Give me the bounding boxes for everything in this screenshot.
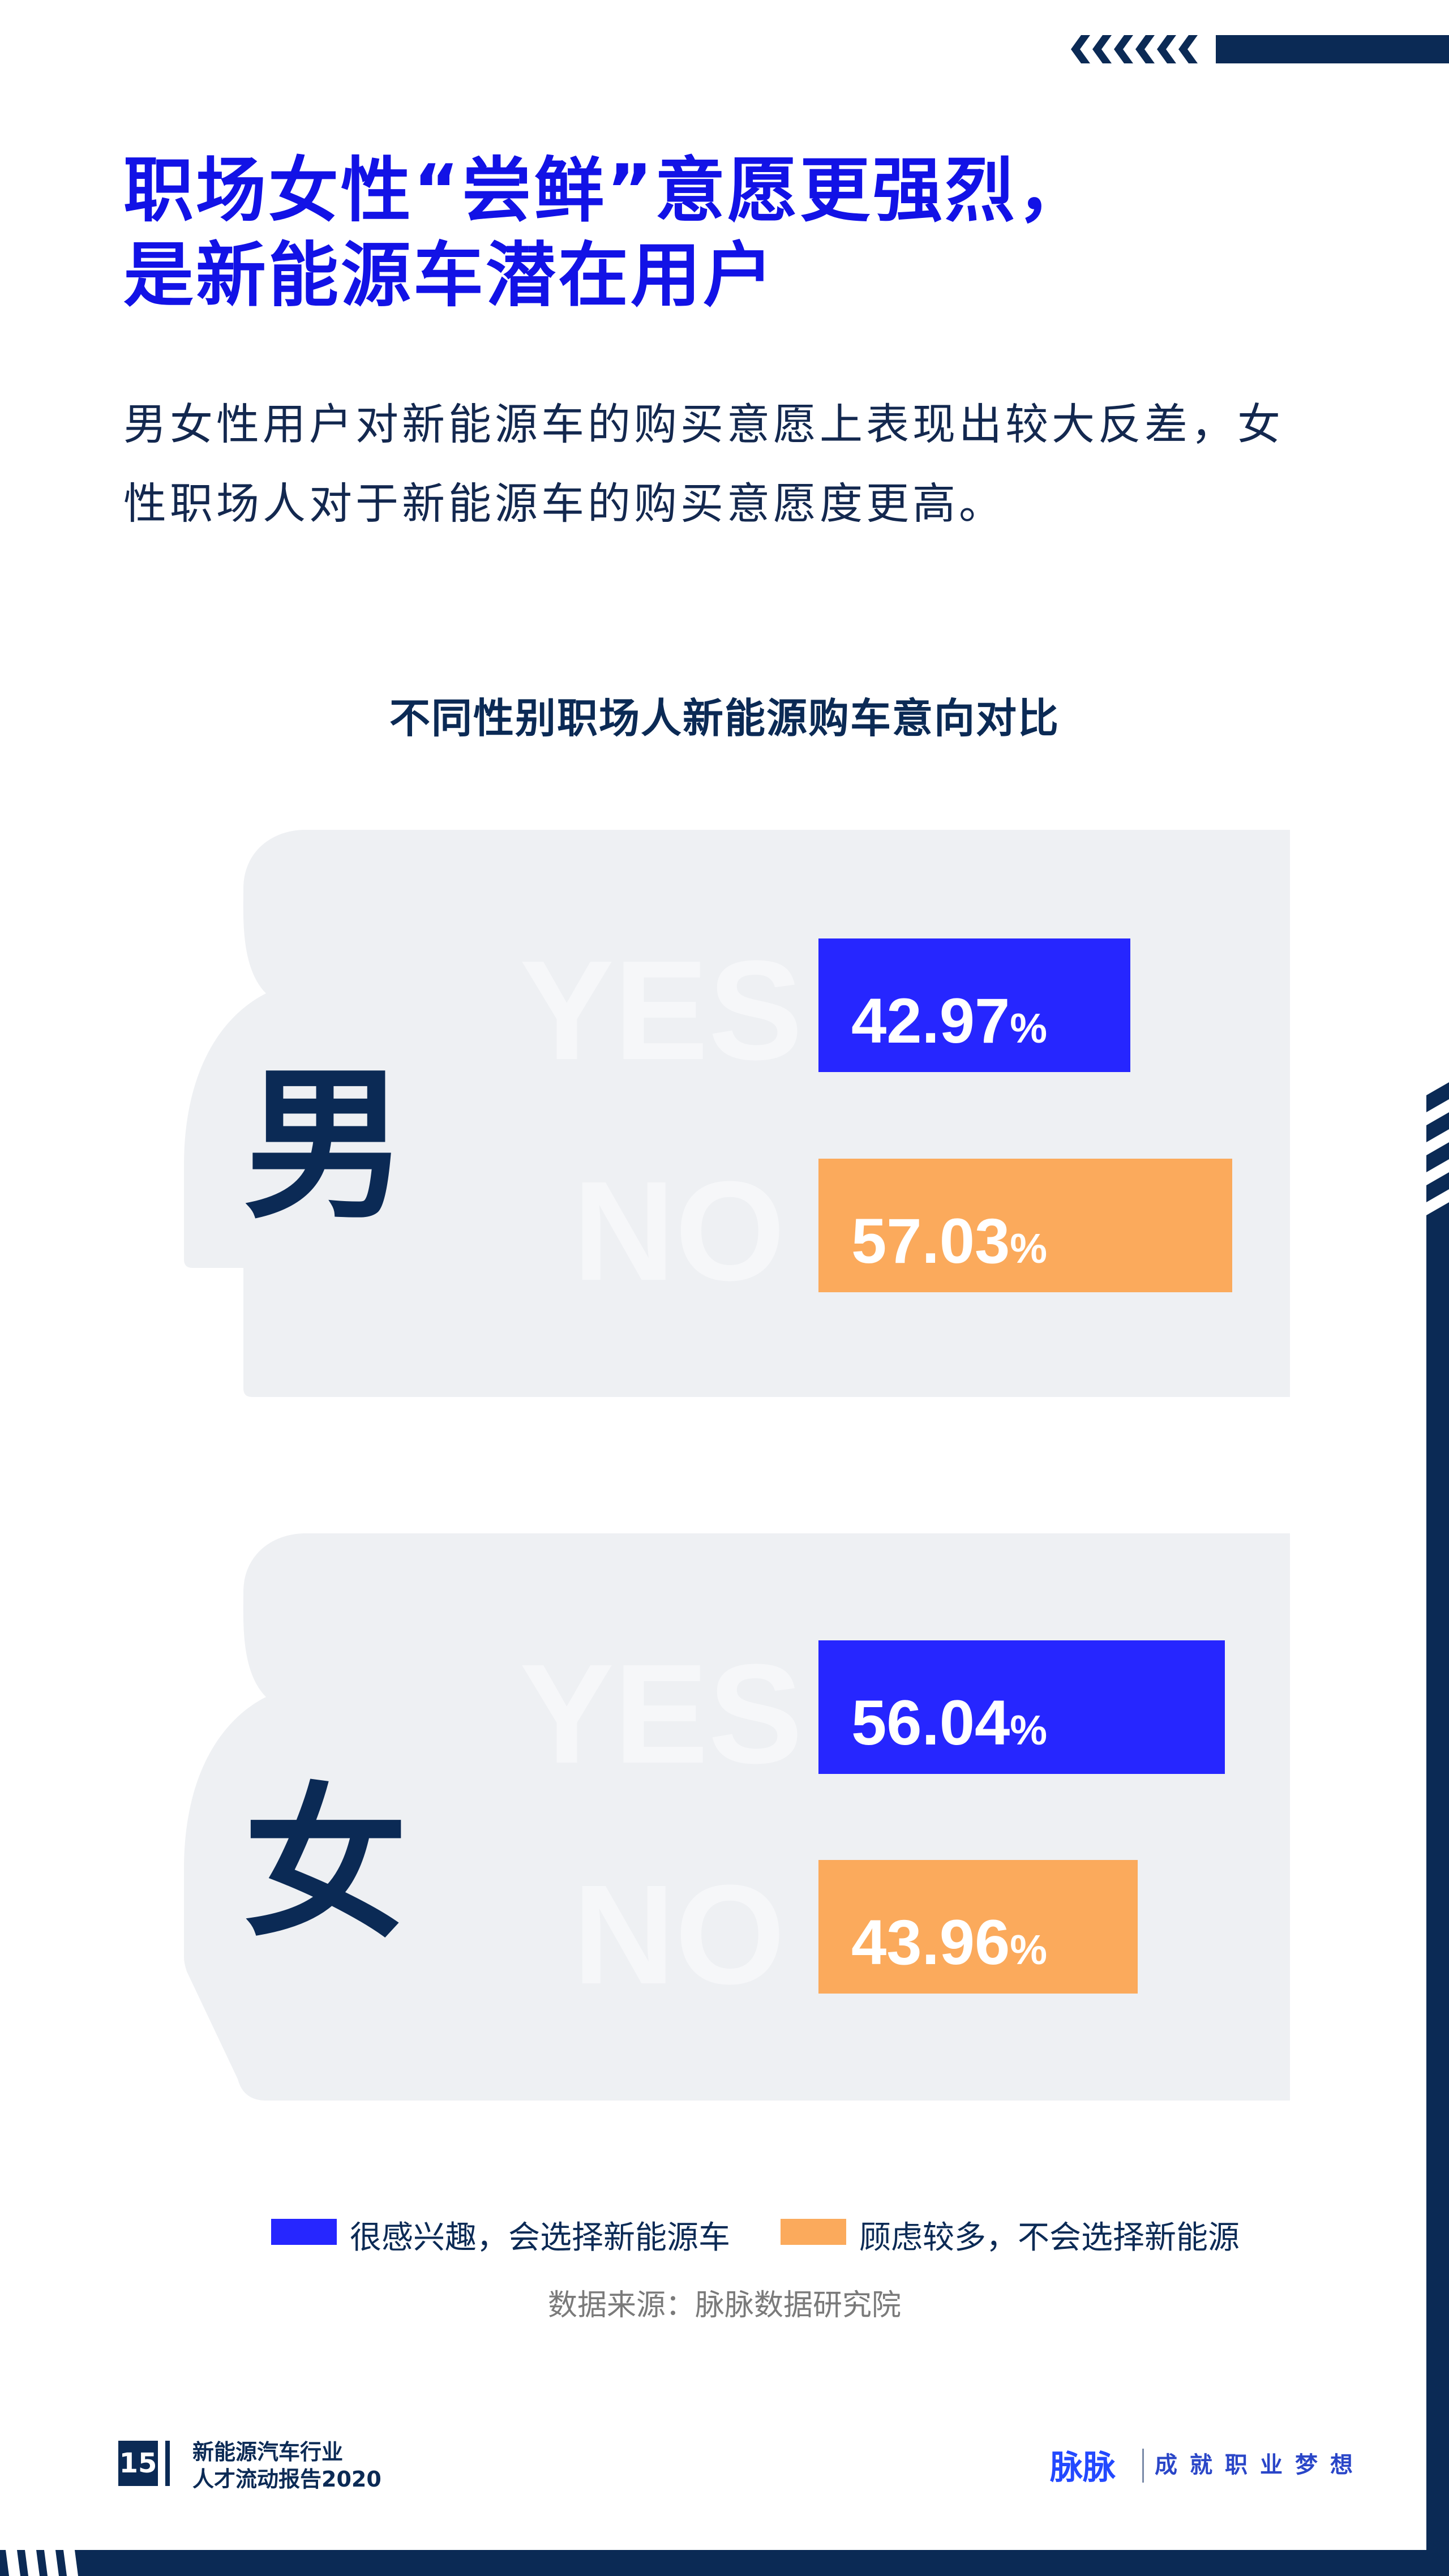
male-no-watermark: NO [573, 1152, 785, 1310]
bar-female-no-label: 43.96% [851, 1907, 1048, 1978]
description: 男女性用户对新能源车的购买意愿上表现出较大反差，女 性职场人对于新能源车的购买意… [123, 385, 1369, 543]
description-line-1: 男女性用户对新能源车的购买意愿上表现出较大反差，女 [123, 399, 1284, 449]
top-chevron-decoration [1071, 35, 1449, 63]
female-no-watermark: NO [573, 1855, 785, 2013]
male-yes-watermark: YES [520, 931, 803, 1089]
female-label: 女 [243, 1769, 408, 1960]
bar-male-no-label: 57.03% [851, 1206, 1048, 1276]
report-name-line-2: 人才流动报告2020 [192, 2467, 381, 2492]
bar-male-yes: 42.97% [818, 938, 1130, 1072]
bar-male-yes-label: 42.97% [851, 985, 1048, 1056]
slogan: 成就职业梦想 [1155, 2452, 1365, 2478]
title-line-1: 职场女性“尝鲜”意愿更强烈， [123, 150, 1090, 232]
legend-swatch-yes [271, 2219, 337, 2245]
page-title: 职场女性“尝鲜”意愿更强烈， 是新能源车潜在用户 [123, 148, 1090, 318]
logo-divider [1142, 2449, 1144, 2483]
page-number-divider [165, 2441, 170, 2486]
bar-male-no: 57.03% [818, 1159, 1233, 1292]
title-line-2: 是新能源车潜在用户 [123, 235, 776, 316]
legend-swatch-no [781, 2219, 846, 2245]
maimai-logo: 脉脉 [1050, 2448, 1116, 2487]
report-name: 新能源汽车行业 人才流动报告2020 [192, 2438, 381, 2493]
report-name-line-1: 新能源汽车行业 [192, 2440, 344, 2464]
legend-label-no: 顾虑较多，不会选择新能源 [859, 2219, 1240, 2256]
bar-female-yes: 56.04% [818, 1640, 1225, 1774]
female-yes-watermark: YES [520, 1635, 803, 1793]
male-label: 男 [243, 1051, 408, 1241]
bottom-edge-decoration [0, 2550, 1426, 2576]
chart-title: 不同性别职场人新能源购车意向对比 [389, 695, 1060, 742]
legend-label-yes: 很感兴趣，会选择新能源车 [350, 2219, 730, 2256]
bar-female-no: 43.96% [818, 1860, 1138, 1994]
right-edge-decoration [1426, 1082, 1449, 2576]
bar-female-yes-label: 56.04% [851, 1687, 1048, 1758]
description-line-2: 性职场人对于新能源车的购买意愿度更高。 [123, 478, 1005, 529]
page-number: 15 [118, 2441, 158, 2486]
data-source: 数据来源：脉脉数据研究院 [547, 2288, 901, 2322]
